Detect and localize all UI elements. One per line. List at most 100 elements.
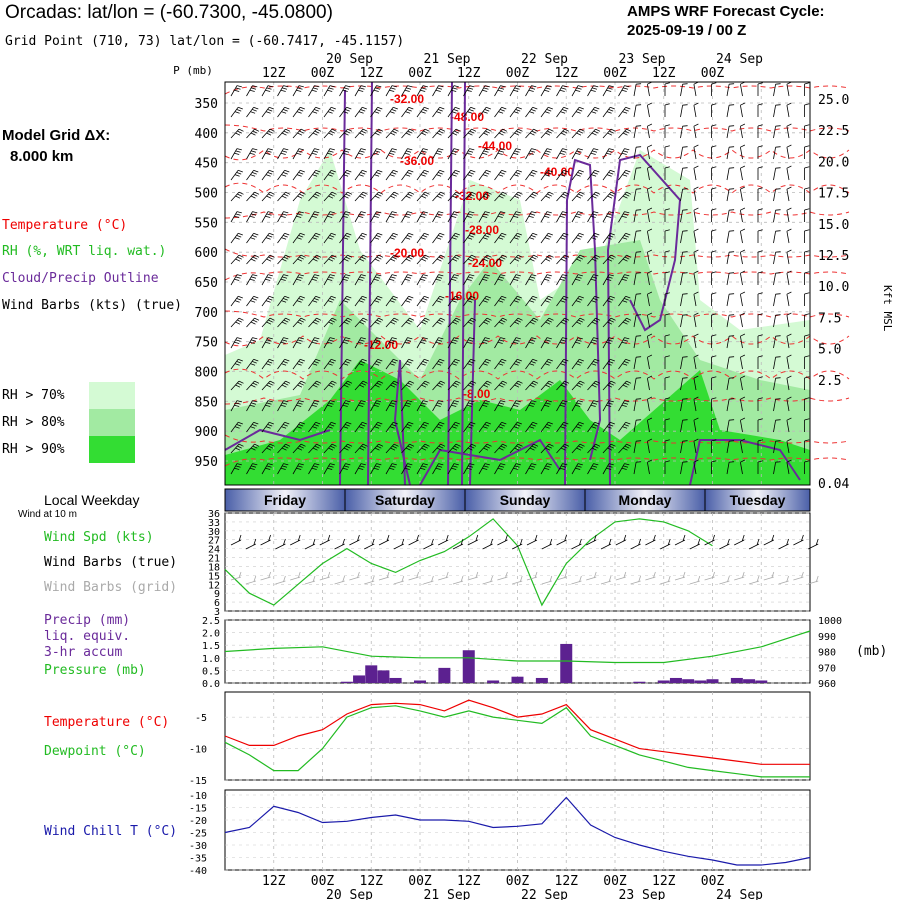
wind-barb — [261, 211, 273, 223]
wind-barb — [804, 292, 810, 306]
wind-barb — [726, 314, 735, 328]
wind-barb — [339, 421, 352, 433]
wind-barb — [323, 169, 336, 181]
wind-barb — [509, 232, 522, 244]
wind-barb — [370, 380, 384, 391]
wind-barb — [664, 334, 670, 348]
wind-barb — [370, 295, 383, 307]
wind-barb — [230, 443, 244, 454]
temperature-contour-label: -48.00 — [450, 110, 484, 124]
wind-barb — [587, 169, 600, 181]
wind-barb — [339, 400, 351, 412]
wind-barb — [693, 375, 699, 391]
top-date-label: 20 Sep — [326, 52, 373, 67]
wind-barb — [230, 421, 243, 433]
wind-barb — [602, 400, 614, 412]
wind-barb — [246, 232, 259, 244]
wind-barb — [230, 148, 242, 160]
legend-barbs-true: Wind Barbs (true) — [44, 555, 178, 570]
wind-barb — [647, 375, 653, 391]
wind-barb — [740, 375, 746, 391]
wind-barb — [308, 85, 320, 97]
wind-barb — [540, 421, 553, 433]
wind-barb — [463, 85, 475, 97]
surface-wind-barb — [245, 538, 257, 550]
wind-barb — [726, 293, 735, 307]
wind-barb — [757, 103, 763, 117]
wind-barb — [494, 254, 508, 265]
precip-bar — [414, 680, 426, 683]
temperature-contour-label: -28.00 — [465, 223, 499, 237]
wind-barb — [463, 232, 476, 244]
wind-barb — [693, 291, 699, 307]
wind-barb — [618, 317, 632, 328]
wind-barb — [647, 333, 653, 349]
wind-barb — [618, 337, 630, 349]
wind-barb — [740, 396, 746, 412]
wind-barb — [447, 232, 460, 244]
wind-barb — [432, 358, 445, 370]
wind-barb — [370, 337, 382, 349]
grid-wind-barb — [556, 571, 567, 581]
wind-barb — [401, 191, 415, 202]
wind-barb — [773, 377, 781, 391]
surface-wind-barb — [719, 538, 730, 550]
wind-barb — [786, 165, 792, 181]
wind-barb — [509, 337, 521, 349]
wind-barb — [323, 211, 335, 223]
surface-wind-barb — [378, 534, 390, 546]
wind-barb — [230, 169, 243, 181]
pressure-tick-label: 1000 — [818, 616, 842, 627]
wind-barb — [602, 211, 614, 223]
wind-barb — [246, 85, 258, 97]
temperature-contour-label: -32.00 — [390, 92, 424, 106]
wind-barb — [571, 128, 585, 139]
surface-wind-barb — [734, 534, 745, 546]
wind-barb — [711, 376, 717, 390]
wind-barb — [370, 211, 382, 223]
surface-wind-barb — [482, 538, 493, 550]
wind-barb — [509, 358, 522, 370]
wind-tick-label: 24 — [208, 545, 220, 556]
wind-barb — [740, 270, 746, 286]
wind-barb — [618, 128, 632, 139]
wind-barb — [647, 207, 653, 223]
wind-barb — [773, 146, 781, 160]
wind-barb — [711, 313, 717, 327]
wind-barb — [540, 358, 553, 370]
wind-barb — [277, 274, 289, 286]
wind-barb — [277, 295, 290, 307]
temperature-contour-label: -8.00 — [463, 387, 491, 401]
precip-bar — [657, 680, 670, 683]
wind-barb — [385, 128, 399, 139]
wind-barb — [230, 358, 243, 370]
surface-wind-barb — [571, 538, 582, 550]
wind-barb — [740, 459, 746, 475]
wind-barb — [478, 191, 492, 202]
wind-barb — [354, 211, 366, 223]
wind-barb — [463, 443, 477, 454]
pressure-tick-label: 970 — [818, 663, 836, 674]
wind-barb — [463, 169, 476, 181]
wind-barb — [246, 358, 259, 370]
wind-barb — [385, 232, 398, 244]
wind-barb — [540, 380, 554, 391]
wind-barb — [633, 104, 642, 118]
height-tick-label: 12.5 — [818, 249, 849, 264]
grid-wind-barb — [571, 575, 582, 585]
wind-barb — [494, 421, 507, 433]
wind-barb — [693, 312, 699, 328]
precip-tick-label: 2.5 — [202, 616, 220, 627]
legend-temperature: Temperature (°C) — [2, 218, 128, 233]
wind-barb — [447, 169, 460, 181]
wind-barb — [633, 230, 642, 244]
wind-barb — [277, 421, 290, 433]
top-hour-label: 00Z — [408, 66, 432, 81]
wind-barb — [556, 191, 570, 202]
wind-barb — [602, 421, 615, 433]
wind-barb — [230, 317, 244, 328]
wind-barb — [804, 418, 810, 432]
wind-barb — [385, 274, 397, 286]
wind-barb — [339, 148, 351, 160]
wind-barb — [680, 461, 688, 475]
